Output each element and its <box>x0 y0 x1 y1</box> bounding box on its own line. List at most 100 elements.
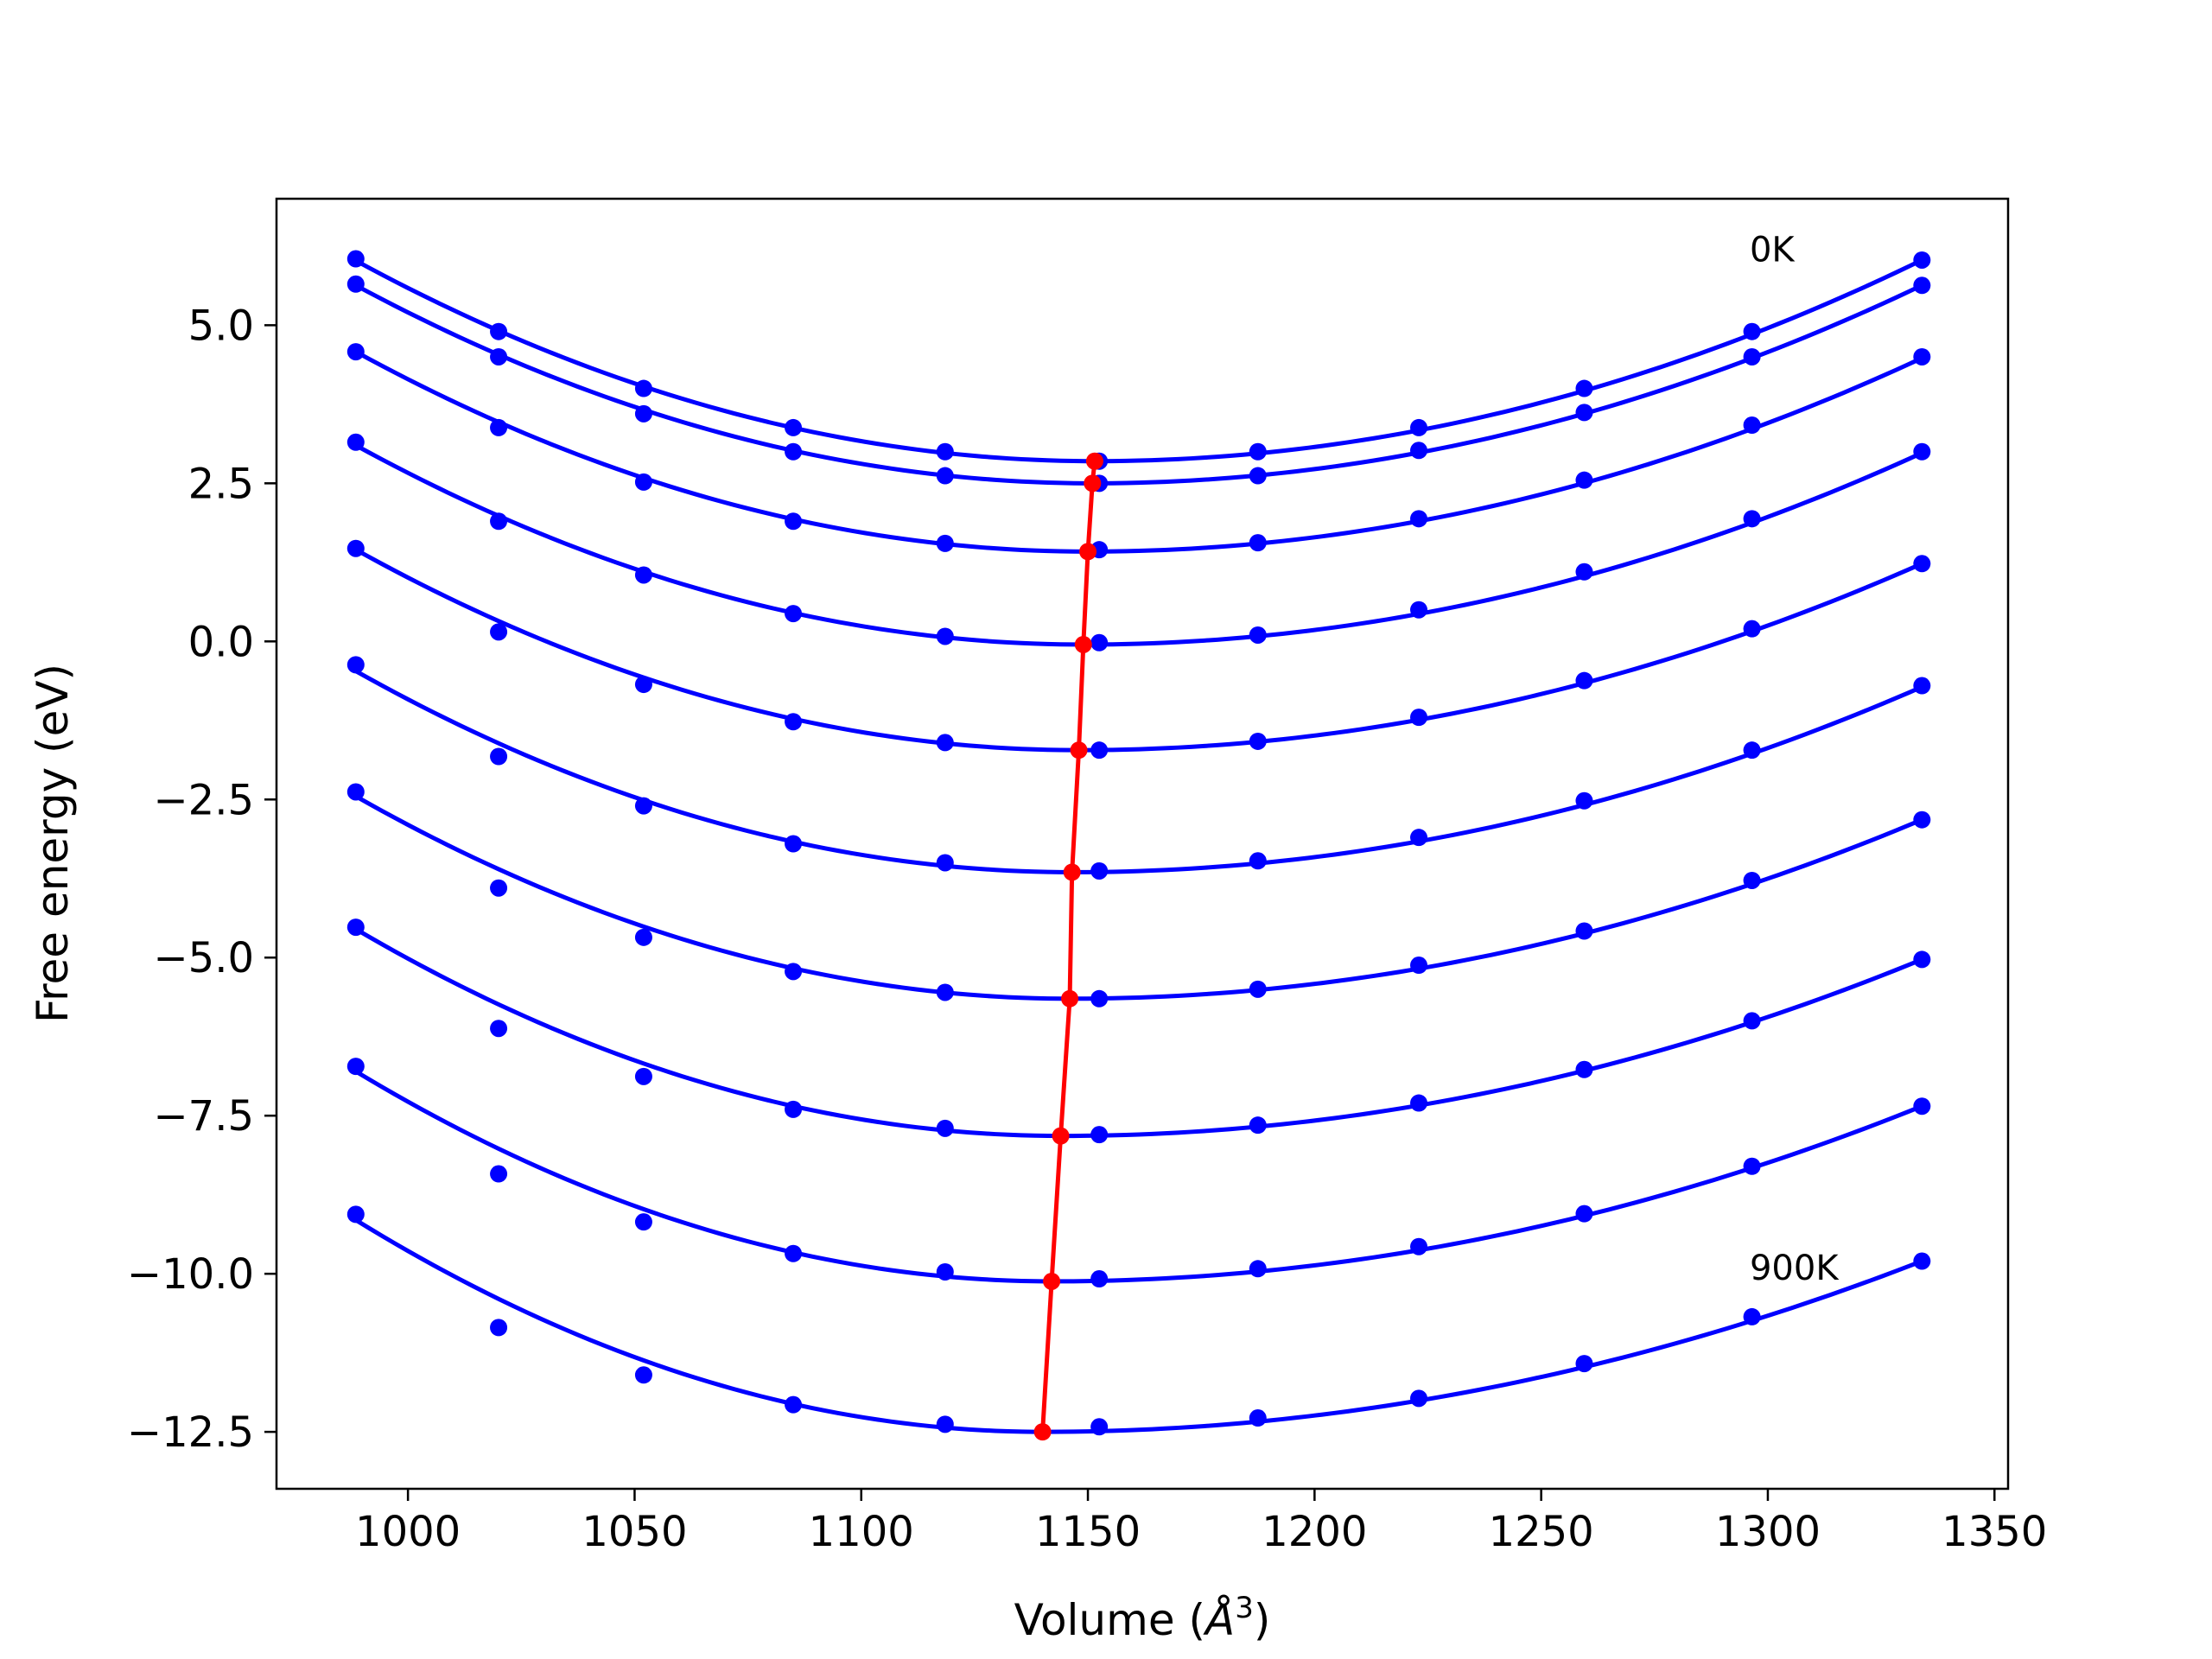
data-point <box>490 512 508 531</box>
data-point <box>490 1020 508 1038</box>
series-5-points <box>346 539 1931 760</box>
data-point <box>1249 1116 1267 1135</box>
data-point <box>1743 620 1761 638</box>
data-point <box>936 854 954 872</box>
data-point <box>1913 251 1931 269</box>
y-tick-label: −10.0 <box>127 1250 254 1299</box>
axes-frame <box>275 197 2010 1491</box>
fit-curve-6 <box>354 669 1923 874</box>
data-point <box>785 1100 803 1118</box>
y-axis: 5.0 2.5 0.0 −2.5 −5.0 −7.5 −10.0 −12.5 <box>127 302 276 1457</box>
data-point <box>1743 1012 1761 1030</box>
data-point <box>1249 626 1267 644</box>
minimum-point <box>1033 1423 1052 1441</box>
minimum-point <box>1063 863 1081 881</box>
data-point <box>634 404 652 423</box>
data-point <box>634 566 652 584</box>
data-point <box>1090 741 1109 760</box>
x-tick-label: 1100 <box>809 1508 914 1556</box>
y-tick-label: −7.5 <box>153 1092 254 1141</box>
data-point <box>936 534 954 552</box>
annotation-900k: 900K <box>1750 1249 1840 1288</box>
data-point <box>1913 555 1931 573</box>
data-point <box>785 418 803 436</box>
fit-curve-7 <box>354 794 1923 1001</box>
data-point <box>346 343 365 361</box>
data-point <box>490 1165 508 1183</box>
data-point <box>936 1262 954 1281</box>
minimum-point <box>1084 474 1102 493</box>
data-point <box>1249 980 1267 998</box>
fit-curve-9 <box>354 1069 1923 1284</box>
data-point <box>1249 467 1267 485</box>
data-point <box>1575 471 1593 489</box>
minimum-point <box>1085 452 1103 470</box>
minimum-point <box>1061 989 1079 1007</box>
data-point <box>490 747 508 766</box>
data-point <box>346 275 365 293</box>
data-point <box>490 418 508 436</box>
data-point <box>346 539 365 557</box>
fit-curve-4 <box>354 443 1923 647</box>
data-point <box>634 379 652 397</box>
data-point <box>1249 442 1267 461</box>
data-point <box>1249 534 1267 552</box>
data-point <box>1575 671 1593 690</box>
data-point <box>936 627 954 645</box>
data-point <box>1575 1060 1593 1078</box>
y-tick-label: 5.0 <box>188 302 254 350</box>
data-point <box>1743 1157 1761 1175</box>
data-point <box>936 734 954 752</box>
data-point <box>785 963 803 981</box>
data-point <box>490 879 508 897</box>
data-point <box>346 250 365 268</box>
data-point <box>1743 510 1761 528</box>
data-point <box>1575 1355 1593 1373</box>
data-point <box>1743 416 1761 435</box>
data-point <box>346 1205 365 1224</box>
series-7-points <box>346 783 1931 1007</box>
data-point <box>490 1319 508 1337</box>
x-axis: 1000 1050 1100 1150 1200 1250 1300 1350 <box>355 1489 2047 1556</box>
data-point <box>1410 510 1428 528</box>
data-point <box>1575 1205 1593 1223</box>
data-point <box>1410 442 1428 460</box>
data-point <box>1410 418 1428 436</box>
data-point <box>346 433 365 451</box>
data-point <box>1913 1252 1931 1270</box>
minimum-point <box>1074 635 1092 653</box>
x-tick-label: 1250 <box>1489 1508 1594 1556</box>
x-tick-label: 1300 <box>1715 1508 1821 1556</box>
data-point <box>490 347 508 365</box>
data-point <box>1913 1097 1931 1116</box>
series-6-points <box>346 656 1931 880</box>
data-point <box>785 442 803 461</box>
data-point <box>634 1213 652 1231</box>
data-point <box>1575 791 1593 810</box>
data-point <box>1090 861 1109 880</box>
data-point <box>785 1244 803 1262</box>
x-tick-label: 1200 <box>1262 1508 1367 1556</box>
x-tick-label: 1050 <box>582 1508 687 1556</box>
data-point <box>785 713 803 731</box>
series-9-points <box>346 1058 1931 1288</box>
series-4-points <box>346 433 1931 652</box>
data-point <box>785 605 803 623</box>
data-point <box>1410 829 1428 847</box>
y-axis-label: Free energy (eV) <box>28 664 78 1023</box>
data-point <box>936 1415 954 1433</box>
data-point <box>1410 601 1428 619</box>
data-point <box>634 797 652 815</box>
minimum-point <box>1070 741 1088 760</box>
data-point <box>936 442 954 461</box>
y-tick-label: 2.5 <box>188 460 254 508</box>
data-point <box>634 1366 652 1384</box>
fit-curve-10 <box>354 1217 1923 1434</box>
data-point <box>1743 322 1761 340</box>
data-point <box>1249 1409 1267 1427</box>
data-point <box>1249 1260 1267 1278</box>
data-point <box>1913 442 1931 461</box>
x-tick-label: 1150 <box>1035 1508 1141 1556</box>
